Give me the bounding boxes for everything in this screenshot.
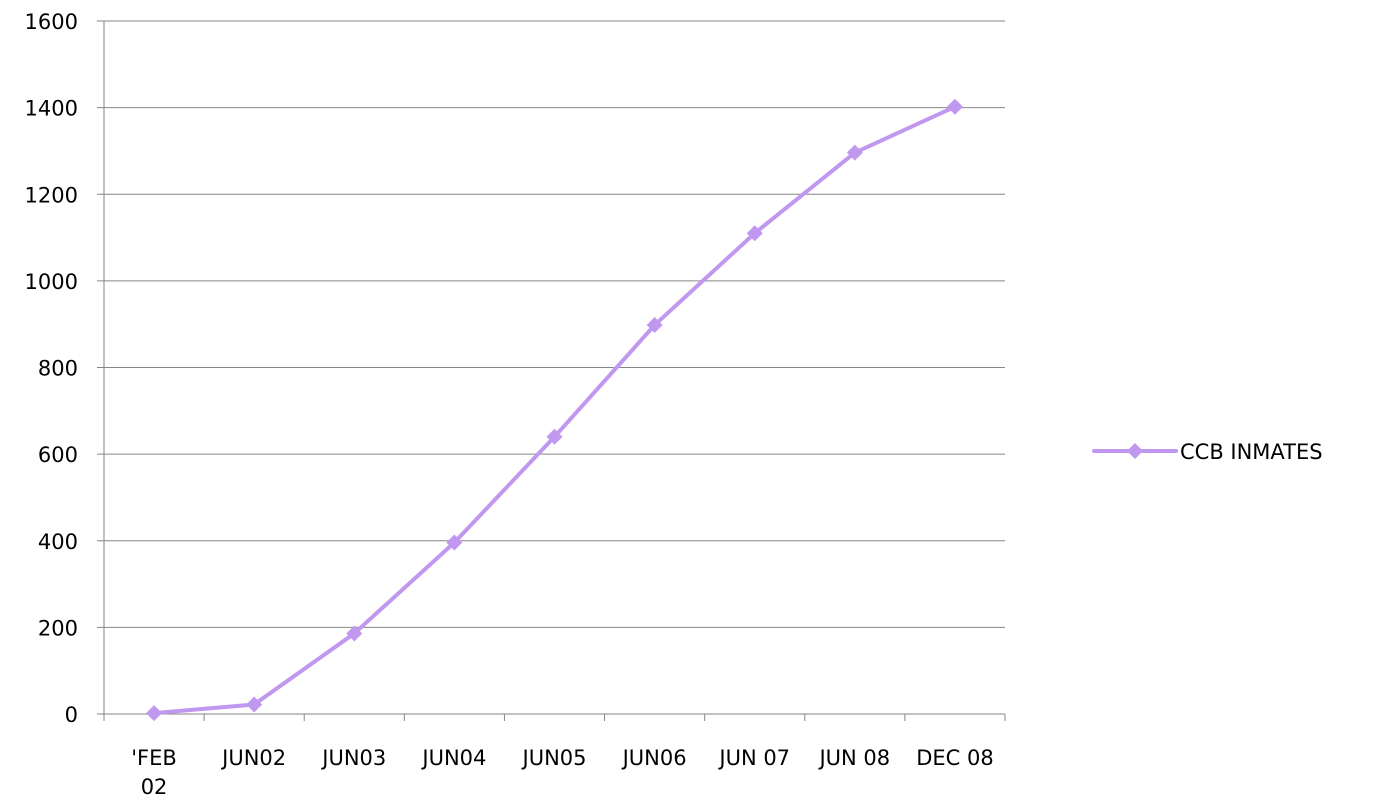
x-tick-label: JUN04 — [420, 746, 486, 770]
y-tick-label: 400 — [38, 530, 78, 554]
data-point-marker — [446, 534, 463, 551]
data-point-marker — [346, 625, 363, 642]
legend-marker — [1127, 443, 1143, 459]
x-tick-label: DEC 08 — [916, 746, 994, 770]
legend: CCB INMATES — [1092, 440, 1323, 464]
data-point-marker — [946, 98, 963, 115]
x-tick-label: JUN06 — [621, 746, 687, 770]
x-tick-label: JUN05 — [521, 746, 587, 770]
y-tick-label: 0 — [65, 703, 78, 727]
data-point-marker — [846, 144, 863, 161]
y-axis-tick-labels: 0 200 400 600 800 1000 1200 1400 1600 — [25, 10, 78, 727]
series-line — [152, 104, 957, 716]
y-tick-label: 1200 — [25, 183, 78, 207]
x-tick-label: JUN03 — [320, 746, 386, 770]
legend-label: CCB INMATES — [1180, 440, 1323, 464]
y-tick-label: 800 — [38, 357, 78, 381]
data-point-marker — [746, 225, 763, 242]
x-tick-label: JUN 08 — [817, 746, 890, 770]
data-point-marker — [246, 696, 263, 713]
x-axis-tick-labels: 'FEB 02 JUN02 JUN03 JUN04 JUN05 JUN06 JUN 07 JUN… — [131, 746, 993, 799]
x-tick-label: 'FEB 02 — [131, 746, 177, 799]
gridlines — [104, 20, 1005, 628]
data-point-marker — [146, 705, 163, 722]
y-tick-label: 1600 — [25, 10, 78, 34]
data-point-marker — [546, 428, 563, 445]
y-tick-label: 1000 — [25, 270, 78, 294]
x-tick-label: JUN 07 — [717, 746, 790, 770]
data-point-marker — [646, 317, 663, 334]
y-tick-label: 600 — [38, 443, 78, 467]
series-layer — [146, 98, 963, 722]
x-tick-label: JUN02 — [220, 746, 286, 770]
y-tick-label: 1400 — [25, 97, 78, 121]
y-tick-label: 200 — [38, 616, 78, 640]
chart-axes — [97, 20, 1006, 721]
